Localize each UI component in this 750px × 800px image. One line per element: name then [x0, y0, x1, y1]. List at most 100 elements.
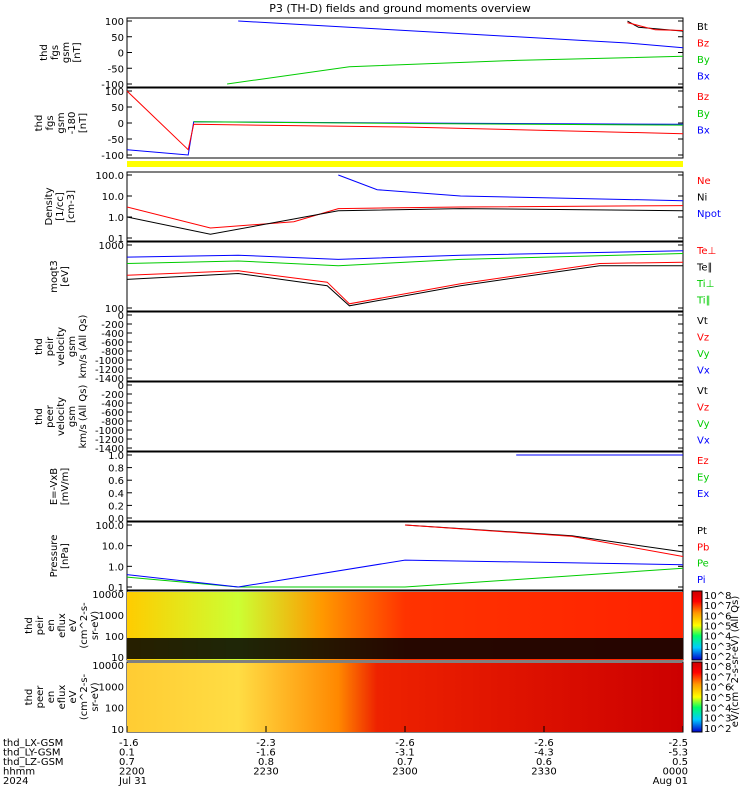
legend-by: By	[697, 109, 710, 120]
x-tick-label: 2230	[253, 767, 278, 778]
y-tick-label: -800	[101, 347, 124, 358]
legend-pt: Pt	[697, 526, 707, 537]
figure-title: P3 (TH-D) fields and ground moments over…	[269, 2, 531, 15]
y-axis-label: thd	[34, 408, 45, 425]
y-axis-label: eflux	[57, 613, 68, 638]
legend-bt: Bt	[697, 22, 708, 33]
spectrogram-peir-lowband	[127, 638, 683, 659]
y-axis-label: gsm	[56, 112, 67, 133]
y-tick-label: 0.6	[108, 476, 124, 487]
x-row-label: thd_LZ-GSM	[3, 757, 64, 768]
y-tick-label: 100	[105, 304, 124, 315]
series-bz2	[126, 90, 684, 151]
y-axis-label: thd	[24, 617, 35, 634]
x-tick-label: -2.3	[256, 738, 276, 749]
panel-density: 100.0 10.0 1.0 0.1 Density [1/cc] [cm-3] Ne Ni Np…	[44, 171, 721, 245]
y-axis-label: moqt3	[49, 260, 60, 293]
x-tick-label: 0.8	[258, 757, 274, 768]
y-tick-label: -400	[101, 399, 124, 410]
y-tick-label: -600	[101, 338, 124, 349]
y-axis-label: en	[46, 691, 57, 704]
colorbar-tick: 10^7	[704, 672, 731, 683]
x-row-label: thd_LY-GSM	[3, 748, 60, 759]
colorbar-tick: 10^7	[704, 601, 731, 612]
y-tick-label: 10000	[92, 661, 124, 672]
legend-ni: Ni	[697, 193, 707, 204]
colorbar-tick: 10^3	[704, 714, 731, 725]
y-tick-label: 50	[111, 33, 124, 44]
y-axis-label: (cm^2-s-	[79, 602, 90, 649]
y-tick-label: -100	[101, 151, 124, 162]
y-axis-label: gsm	[61, 42, 72, 63]
y-tick-label: -1000	[95, 426, 124, 437]
y-axis-label: (cm^2-s-	[79, 673, 90, 720]
y-tick-label: 100.0	[95, 521, 124, 532]
series-te-par	[126, 265, 683, 307]
y-axis-label: gsm	[67, 336, 78, 357]
panel-fgs_gsm: 100 50 0 -50 -100 thd fgs gsm [nT] Bt Bz By Bx	[39, 17, 710, 91]
x-tick-label: 0000	[663, 767, 688, 778]
x-tick-label: 0.7	[397, 757, 413, 768]
legend-vx: Vx	[697, 366, 710, 377]
legend-pb: Pb	[697, 542, 709, 553]
y-axis-label: [eV]	[60, 266, 71, 287]
x-tick-label: 0.1	[119, 748, 135, 759]
x-row-label: 2024	[3, 776, 28, 787]
y-tick-label: 50	[111, 103, 124, 114]
legend-ti⊥: Ti⊥	[696, 279, 714, 290]
x-tick-label: 2330	[531, 767, 556, 778]
colorbar-tick: 10^5	[704, 622, 731, 633]
legend-vz: Vz	[697, 333, 709, 344]
y-axis-label: fgs	[45, 115, 56, 130]
legend-bz: Bz	[697, 92, 709, 103]
y-axis-label: [1/cc]	[55, 192, 66, 221]
y-tick-label: -1400	[95, 374, 124, 385]
legend-bz: Bz	[697, 39, 709, 50]
legend-ez: Ez	[697, 456, 709, 467]
y-axis-label: -180	[67, 112, 78, 135]
colorbar-peir	[691, 590, 703, 661]
legend-vt: Vt	[697, 316, 708, 327]
y-tick-label: 1000	[99, 682, 124, 693]
panel-frame	[126, 381, 684, 452]
y-tick-label: -50	[108, 64, 124, 75]
legend-bx: Bx	[697, 126, 710, 137]
series-pt	[404, 524, 684, 553]
y-axis-label: velocity	[56, 327, 67, 366]
legend-vy: Vy	[697, 419, 710, 430]
y-axis-label: [cm-3]	[66, 190, 77, 223]
y-axis-label: fgs	[50, 45, 61, 60]
series-ne	[126, 205, 684, 229]
y-axis-label: [nPa]	[60, 543, 71, 569]
y-tick-label: -1000	[95, 356, 124, 367]
x-tick-label: 0.7	[119, 757, 135, 768]
x-axis: thd_LX-GSM -1.6 -2.3 -2.6 -2.6 -2.5thd_LY-GSM…	[3, 726, 688, 787]
y-axis-label: velocity	[56, 397, 67, 436]
panel-frame	[126, 521, 684, 591]
series-npot	[338, 174, 684, 202]
panel-fgs_gse: 100 50 0 -50 -100 thd fgs gsm -180 [nT] Bz By Bx	[34, 87, 710, 162]
x-tick-label: -3.1	[395, 748, 415, 759]
x-tick-label: Aug 01	[653, 776, 688, 787]
colorbar-label: eV/(cm^2-s-sr-eV) (All Qs)	[730, 596, 741, 728]
x-tick-label: 2200	[119, 767, 144, 778]
series-ti-perp	[126, 253, 684, 267]
series-ni	[126, 208, 684, 235]
y-axis-label: sr-eV)	[90, 682, 101, 711]
y-tick-label: -200	[101, 390, 124, 401]
x-tick-label: 0.5	[672, 757, 688, 768]
panel-efield: 1.0 0.80.6 0.40.2 0.0 E=-VxB [mV/m] Ez Ey Ex	[49, 451, 709, 525]
colorbar-tick: 10^2	[704, 652, 731, 663]
y-tick-label: 0	[118, 49, 124, 60]
spectrogram-peer	[127, 663, 683, 732]
y-tick-label: -1400	[95, 444, 124, 455]
y-tick-label: -50	[108, 135, 124, 146]
y-axis-label: km/s (All Qs)	[78, 315, 89, 379]
colorbar-tick: 10^4	[704, 632, 731, 643]
y-tick-label: 0.8	[108, 464, 124, 475]
y-tick-label: 0	[118, 119, 124, 130]
x-tick-label: -1.6	[256, 748, 276, 759]
panel-frame	[126, 171, 684, 242]
status-bar	[127, 161, 683, 167]
y-tick-label: 10	[111, 653, 124, 664]
